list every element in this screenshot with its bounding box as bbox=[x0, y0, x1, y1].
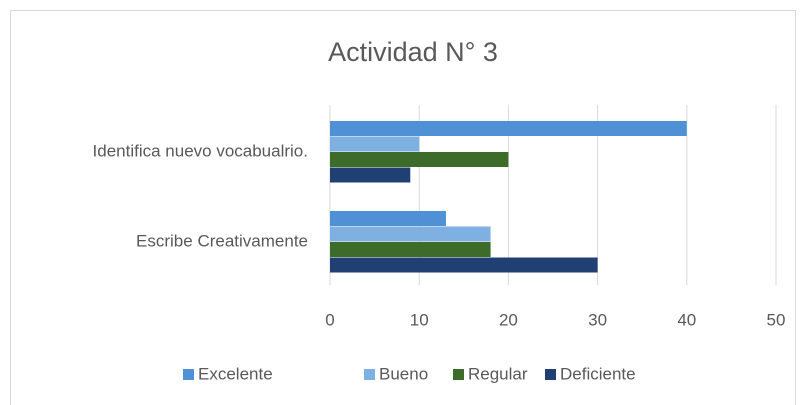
chart-border bbox=[10, 10, 796, 405]
legend-label: Excelente bbox=[198, 364, 273, 383]
y-tick-label: Escribe Creativamente bbox=[136, 231, 308, 250]
y-tick-label: Identifica nuevo vocabualrio. bbox=[93, 141, 308, 160]
x-tick-label: 30 bbox=[588, 310, 607, 329]
x-tick-label: 50 bbox=[767, 310, 786, 329]
legend-label: Regular bbox=[468, 364, 528, 383]
bar bbox=[330, 136, 420, 152]
legend-label: Bueno bbox=[379, 364, 428, 383]
bar bbox=[330, 211, 446, 226]
x-tick-label: 10 bbox=[410, 310, 429, 329]
legend-swatch bbox=[364, 369, 375, 380]
legend-swatch bbox=[183, 369, 194, 380]
x-tick-label: 40 bbox=[677, 310, 696, 329]
x-tick-label: 20 bbox=[499, 310, 518, 329]
bar bbox=[330, 242, 491, 257]
x-tick-label: 0 bbox=[325, 310, 334, 329]
bar bbox=[330, 152, 509, 167]
bar bbox=[330, 121, 687, 136]
bar bbox=[330, 167, 411, 183]
chart-title: Actividad N° 3 bbox=[328, 37, 498, 67]
bar bbox=[330, 257, 598, 273]
legend-label: Deficiente bbox=[560, 364, 636, 383]
bar bbox=[330, 226, 491, 242]
legend-swatch bbox=[453, 369, 464, 380]
legend-swatch bbox=[545, 369, 556, 380]
